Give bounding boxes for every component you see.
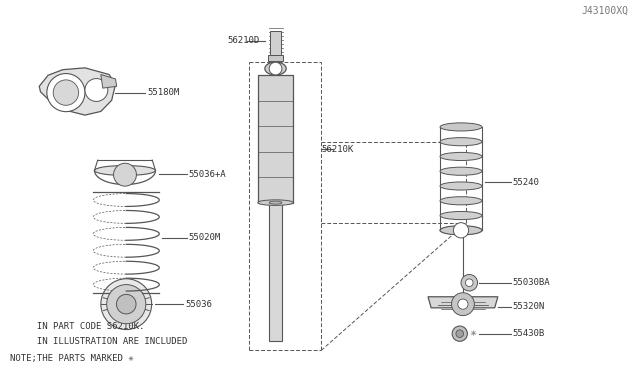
Text: ✳: ✳ bbox=[469, 329, 476, 338]
Text: 55036: 55036 bbox=[186, 300, 212, 309]
Ellipse shape bbox=[440, 167, 482, 175]
Bar bbox=[269, 203, 282, 341]
Ellipse shape bbox=[269, 201, 282, 204]
Ellipse shape bbox=[265, 62, 286, 75]
Text: 55030BA: 55030BA bbox=[513, 278, 550, 287]
Circle shape bbox=[453, 223, 468, 238]
Circle shape bbox=[269, 62, 282, 75]
Text: 55180M: 55180M bbox=[147, 89, 179, 97]
Ellipse shape bbox=[440, 226, 482, 234]
Bar bbox=[268, 55, 283, 61]
Ellipse shape bbox=[440, 153, 482, 161]
Circle shape bbox=[53, 80, 79, 105]
Text: 55036+A: 55036+A bbox=[189, 170, 226, 179]
Polygon shape bbox=[101, 74, 116, 88]
Circle shape bbox=[456, 330, 463, 337]
Text: 56210K: 56210K bbox=[322, 145, 354, 154]
Circle shape bbox=[465, 279, 473, 286]
Circle shape bbox=[47, 74, 85, 112]
Ellipse shape bbox=[440, 211, 482, 219]
Ellipse shape bbox=[440, 226, 482, 235]
Ellipse shape bbox=[95, 166, 156, 176]
Bar bbox=[271, 31, 280, 55]
Text: IN PART CODE S6210K.: IN PART CODE S6210K. bbox=[10, 322, 145, 331]
Text: IN ILLUSTRATION ARE INCLUDED: IN ILLUSTRATION ARE INCLUDED bbox=[10, 337, 188, 346]
Ellipse shape bbox=[440, 182, 482, 190]
Ellipse shape bbox=[440, 138, 482, 146]
Polygon shape bbox=[39, 68, 115, 115]
Ellipse shape bbox=[440, 123, 482, 131]
Bar bbox=[258, 75, 293, 203]
Text: 56210D: 56210D bbox=[228, 36, 260, 45]
Text: 55320N: 55320N bbox=[513, 302, 545, 311]
Circle shape bbox=[461, 275, 477, 291]
Circle shape bbox=[113, 163, 136, 186]
Circle shape bbox=[101, 279, 152, 330]
Text: NOTE;THE PARTS MARKED ✳: NOTE;THE PARTS MARKED ✳ bbox=[10, 354, 134, 363]
Text: 55240: 55240 bbox=[513, 178, 540, 187]
Circle shape bbox=[116, 294, 136, 314]
Circle shape bbox=[458, 299, 468, 309]
Circle shape bbox=[452, 326, 467, 341]
Circle shape bbox=[451, 293, 474, 315]
Polygon shape bbox=[428, 297, 498, 308]
Circle shape bbox=[85, 78, 108, 102]
Ellipse shape bbox=[440, 197, 482, 205]
Text: 55020M: 55020M bbox=[189, 233, 221, 242]
Text: J43100XQ: J43100XQ bbox=[581, 6, 628, 15]
Text: 55430B: 55430B bbox=[513, 329, 545, 338]
Ellipse shape bbox=[258, 200, 293, 205]
Circle shape bbox=[107, 285, 146, 324]
